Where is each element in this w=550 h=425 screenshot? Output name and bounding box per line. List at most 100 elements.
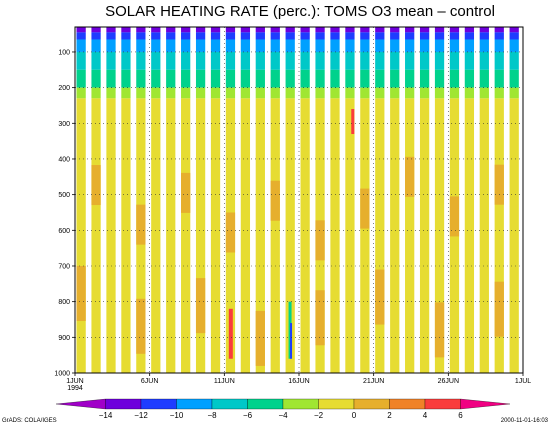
positive-patch-13 xyxy=(270,180,280,221)
field-cell-15-2 xyxy=(300,39,310,52)
field-cell-7-2 xyxy=(181,39,191,52)
field-cell-9-4 xyxy=(210,69,221,88)
field-cell-24-2 xyxy=(434,39,445,52)
x-tick-label-0: 1JUN xyxy=(66,378,84,385)
field-cell-5-1 xyxy=(151,32,161,40)
x-tick-label-4: 21JUN xyxy=(363,378,384,385)
colorbar: −14 −12 −10 −8 −6 −4 −2 0 2 4 6 xyxy=(55,398,511,420)
field-cell-27-1 xyxy=(479,32,489,40)
field-cell-5-5 xyxy=(151,87,161,99)
field-cell-25-5 xyxy=(449,87,460,99)
low-patch-28 xyxy=(494,281,504,337)
field-cell-26-2 xyxy=(464,39,475,52)
colorbar-swatch-6 xyxy=(282,398,319,410)
field-cell-20-5 xyxy=(375,87,385,99)
field-cell-0-2 xyxy=(76,39,86,52)
y-tick-label-9: 1000 xyxy=(54,371,70,378)
field-cell-11-0 xyxy=(240,27,251,33)
field-cell-28-6 xyxy=(494,98,504,373)
field-cell-3-2 xyxy=(121,39,131,52)
field-cell-10-2 xyxy=(225,39,236,52)
field-cell-14-3 xyxy=(285,51,295,70)
field-cell-5-6 xyxy=(151,98,161,373)
field-cell-1-4 xyxy=(91,69,101,88)
field-cell-14-1 xyxy=(285,32,295,40)
x-tick-sublabel: 1994 xyxy=(67,385,83,392)
field-cell-19-1 xyxy=(360,32,370,40)
colorbar-label-5: −4 xyxy=(278,411,288,420)
field-cell-4-4 xyxy=(136,69,146,88)
field-cell-26-0 xyxy=(464,27,475,33)
field-cell-4-3 xyxy=(136,51,146,70)
field-cell-20-3 xyxy=(375,51,385,70)
field-cell-17-4 xyxy=(330,69,340,88)
colorbar-swatch-11 xyxy=(460,398,511,410)
field-cell-27-5 xyxy=(479,87,489,99)
colorbar-label-4: −6 xyxy=(243,411,253,420)
colorbar-swatch-10 xyxy=(424,398,461,410)
y-tick-label-2: 300 xyxy=(58,121,70,128)
field-cell-4-1 xyxy=(136,32,146,40)
field-cell-27-4 xyxy=(479,69,489,88)
field-cell-3-0 xyxy=(121,27,131,33)
field-cell-17-3 xyxy=(330,51,340,70)
field-cell-20-4 xyxy=(375,69,385,88)
field-cell-21-4 xyxy=(390,69,400,88)
field-cell-15-6 xyxy=(300,98,310,373)
field-cell-22-0 xyxy=(405,27,415,33)
field-cell-28-5 xyxy=(494,87,504,99)
field-cell-3-1 xyxy=(121,32,131,40)
field-cell-17-5 xyxy=(330,87,340,99)
field-cell-18-0 xyxy=(345,27,355,33)
field-cell-4-5 xyxy=(136,87,146,99)
field-cell-18-6 xyxy=(345,98,355,373)
positive-patch-28 xyxy=(494,164,504,205)
y-tick-label-7: 800 xyxy=(58,299,70,306)
blue-feature xyxy=(290,323,293,359)
field-cell-13-3 xyxy=(270,51,280,70)
colorbar-swatch-7 xyxy=(318,398,355,410)
field-cell-0-4 xyxy=(76,69,86,88)
field-cell-15-1 xyxy=(300,32,310,40)
colorbar-swatch-8 xyxy=(353,398,390,410)
field-cell-26-5 xyxy=(464,87,475,99)
field-cell-23-5 xyxy=(419,87,430,99)
positive-patch-4 xyxy=(136,204,146,245)
field-cell-1-2 xyxy=(91,39,101,52)
field-cell-9-0 xyxy=(210,27,221,33)
field-cell-6-1 xyxy=(166,32,176,40)
field-cell-21-1 xyxy=(390,32,400,40)
field-cell-7-5 xyxy=(181,87,191,99)
field-cell-29-2 xyxy=(509,39,519,52)
y-axis: 100 200 300 400 500 600 700 800 900 1000 xyxy=(54,49,75,378)
field-cell-16-3 xyxy=(315,51,325,70)
field-cell-16-2 xyxy=(315,39,325,52)
field-cell-23-1 xyxy=(419,32,430,40)
field-cell-19-4 xyxy=(360,69,370,88)
field-cell-14-5 xyxy=(285,87,295,99)
field-cell-29-4 xyxy=(509,69,519,88)
field-cell-7-4 xyxy=(181,69,191,88)
field-cell-25-1 xyxy=(449,32,460,40)
field-cell-2-4 xyxy=(106,69,116,88)
field-cell-18-5 xyxy=(345,87,355,99)
field-cell-20-1 xyxy=(375,32,385,40)
field-cell-22-1 xyxy=(405,32,415,40)
field-cell-14-0 xyxy=(285,27,295,33)
field-cell-13-4 xyxy=(270,69,280,88)
field-cell-19-0 xyxy=(360,27,370,33)
field-cell-27-3 xyxy=(479,51,489,70)
field-cell-26-6 xyxy=(464,98,475,373)
colorbar-label-2: −10 xyxy=(170,411,184,420)
field-cell-12-0 xyxy=(255,27,265,33)
low-patch-4 xyxy=(136,298,146,354)
field-cell-22-6 xyxy=(405,98,415,373)
field-cell-19-2 xyxy=(360,39,370,52)
positive-patch-10 xyxy=(225,212,236,253)
field-cell-6-3 xyxy=(166,51,176,70)
red-feature-low xyxy=(228,308,233,359)
field-cell-12-4 xyxy=(255,69,265,88)
field-cell-23-2 xyxy=(419,39,430,52)
field-cell-11-4 xyxy=(240,69,251,88)
